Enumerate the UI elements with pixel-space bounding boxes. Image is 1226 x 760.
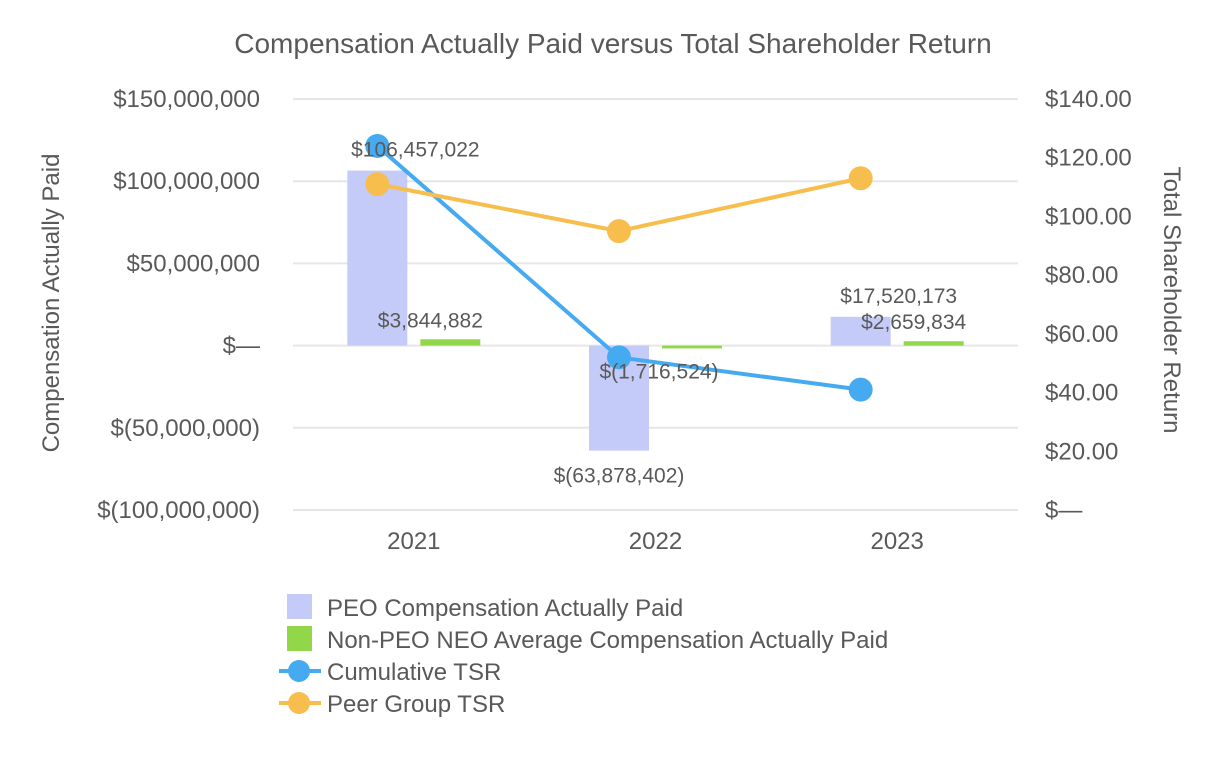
legend-label: PEO Compensation Actually Paid: [327, 595, 683, 622]
bar: [903, 341, 964, 346]
right-axis-title: Total Shareholder Return: [1158, 167, 1185, 434]
legend-swatch: [287, 626, 312, 651]
right-tick-label: $80.00: [1045, 262, 1118, 289]
right-tick-label: $60.00: [1045, 321, 1118, 348]
legend-marker: [288, 692, 310, 714]
right-tick-label: $—: [1045, 497, 1082, 524]
category-label: 2023: [870, 528, 923, 555]
chart-title: Compensation Actually Paid versus Total …: [234, 28, 991, 59]
legend-swatch: [287, 594, 312, 619]
legend-label: Peer Group TSR: [327, 691, 505, 718]
data-label: $17,520,173: [840, 285, 957, 308]
legend-label: Cumulative TSR: [327, 659, 501, 686]
data-label: $(63,878,402): [554, 465, 685, 488]
left-tick-label: $150,000,000: [113, 86, 260, 113]
legend: PEO Compensation Actually Paid Non-PEO NE…: [279, 594, 888, 718]
line-point: [607, 219, 631, 244]
category-label: 2022: [629, 528, 682, 555]
bar: [662, 345, 722, 349]
right-axis-ticks: $140.00 $120.00 $100.00 $80.00 $60.00 $40.00 $…: [1045, 86, 1132, 524]
right-tick-label: $100.00: [1045, 203, 1132, 230]
right-tick-label: $120.00: [1045, 145, 1132, 172]
bar: [347, 170, 408, 346]
left-tick-label: $(50,000,000): [111, 415, 260, 442]
data-label: $(1,716,524): [599, 360, 718, 383]
left-axis-ticks: $150,000,000 $100,000,000 $50,000,000 $— $(5…: [97, 86, 260, 524]
data-label: $106,457,022: [351, 139, 479, 162]
legend-marker: [288, 660, 310, 682]
line-point: [365, 133, 390, 158]
left-tick-label: $50,000,000: [127, 250, 260, 277]
lines: [365, 133, 873, 402]
left-tick-label: $—: [223, 333, 260, 360]
bar: [420, 339, 481, 346]
category-label: 2021: [387, 528, 440, 555]
line-point: [848, 166, 873, 191]
right-tick-label: $140.00: [1045, 86, 1132, 113]
category-axis: 2021 2022 2023: [387, 528, 924, 555]
line-point: [607, 345, 631, 370]
legend-label: Non-PEO NEO Average Compensation Actuall…: [327, 627, 888, 654]
bar: [830, 316, 891, 346]
right-tick-label: $40.00: [1045, 380, 1118, 407]
line-point: [848, 377, 873, 402]
right-tick-label: $20.00: [1045, 438, 1118, 465]
left-axis-title: Compensation Actually Paid: [38, 154, 65, 453]
data-label: $2,659,834: [861, 311, 966, 334]
data-labels: $106,457,022 $(63,878,402) $17,520,173 $3,8…: [351, 139, 966, 488]
data-label: $3,844,882: [378, 309, 483, 332]
left-tick-label: $100,000,000: [113, 168, 260, 195]
gridlines: [293, 98, 1018, 511]
left-tick-label: $(100,000,000): [97, 497, 260, 524]
line-point: [365, 172, 390, 197]
